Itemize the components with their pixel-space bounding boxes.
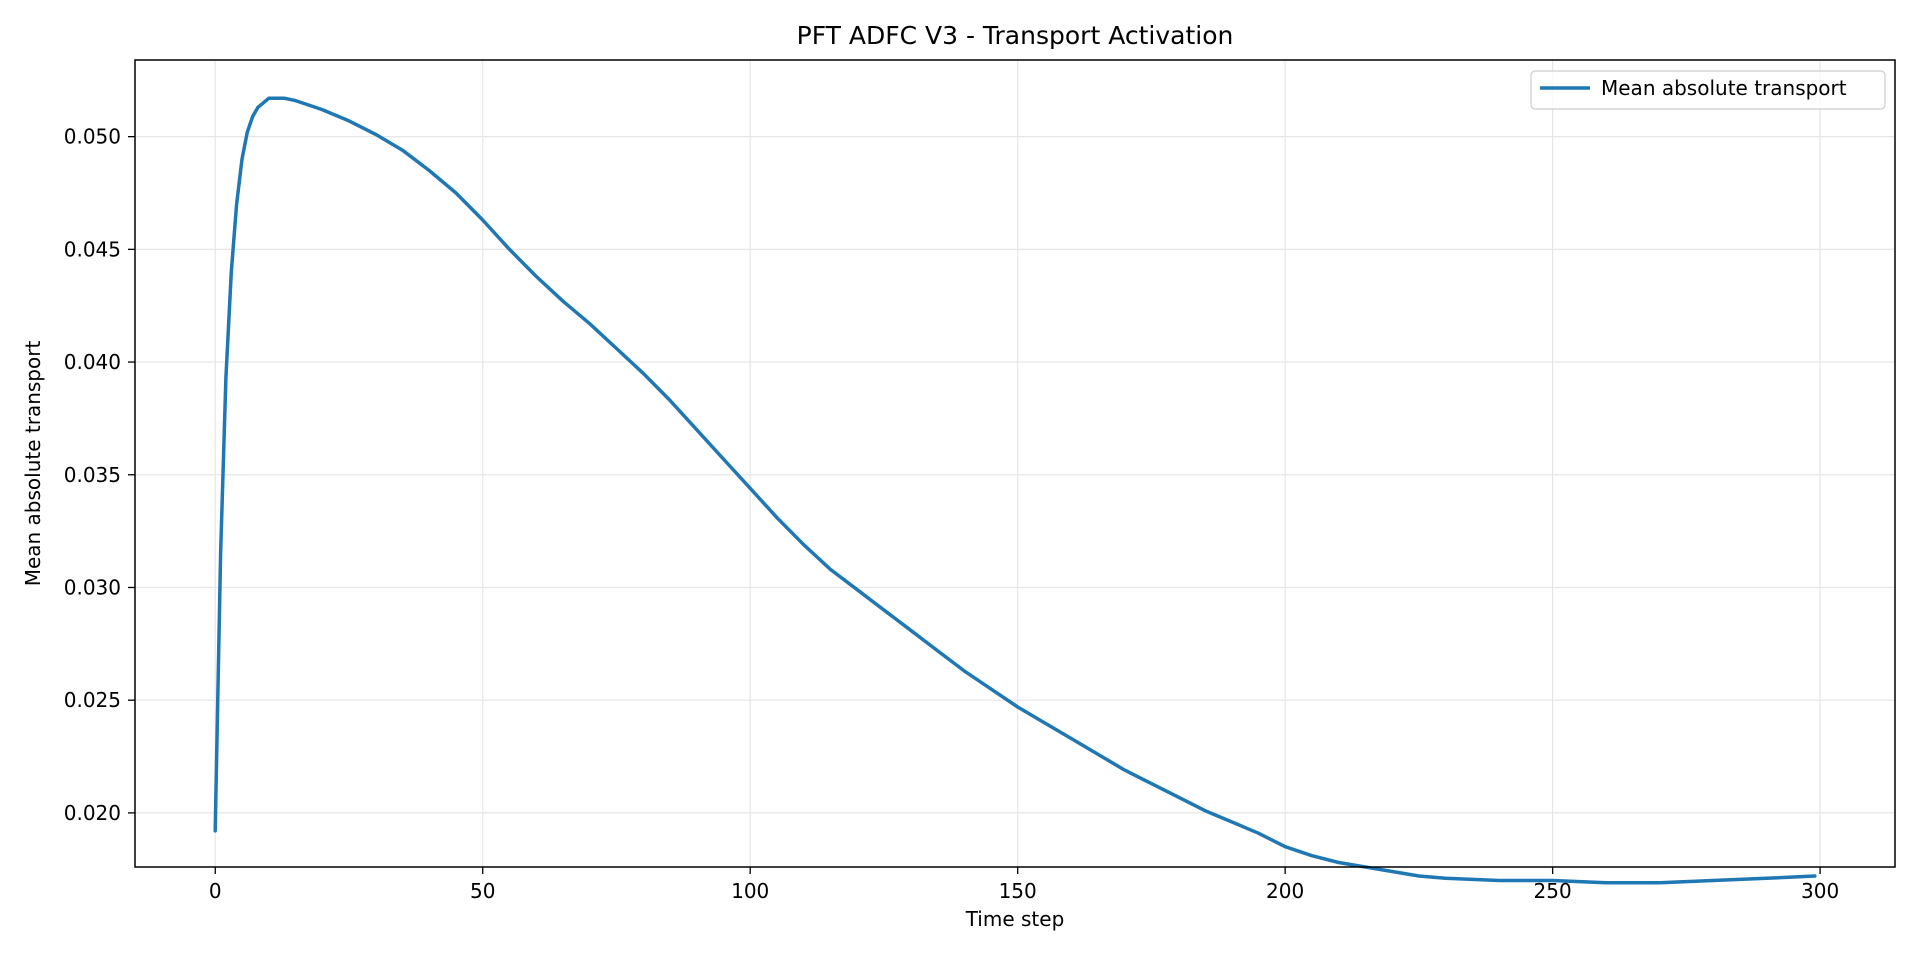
x-tick-label: 0 — [209, 879, 222, 903]
x-tick-label: 50 — [470, 879, 495, 903]
series-layer — [213, 96, 1817, 885]
x-axis: 0 50 100 150 200 250 300 — [209, 867, 1839, 903]
plot-frame — [134, 59, 1896, 868]
y-tick-label: 0.050 — [64, 125, 121, 149]
y-tick-label: 0.040 — [64, 350, 121, 374]
series-line-mean-absolute-transport — [213, 96, 1817, 885]
x-tick-label: 250 — [1534, 879, 1572, 903]
y-axis: 0.020 0.025 0.030 0.035 0.040 0.045 0.050 — [64, 125, 135, 825]
y-tick-label: 0.030 — [64, 575, 121, 599]
x-tick-label: 150 — [999, 879, 1037, 903]
x-tick-label: 200 — [1266, 879, 1304, 903]
x-tick-label: 100 — [731, 879, 769, 903]
y-axis-title: Mean absolute transport — [21, 341, 45, 587]
grid — [135, 60, 1895, 867]
x-tick-label: 300 — [1801, 879, 1839, 903]
y-tick-label: 0.025 — [64, 688, 121, 712]
y-tick-label: 0.035 — [64, 463, 121, 487]
legend: Mean absolute transport — [1530, 70, 1886, 110]
legend-box — [1530, 70, 1886, 110]
chart-title: PFT ADFC V3 - Transport Activation — [797, 21, 1234, 50]
y-tick-label: 0.045 — [64, 237, 121, 261]
y-tick-label: 0.020 — [64, 801, 121, 825]
legend-label: Mean absolute transport — [1601, 76, 1847, 100]
x-axis-title: Time step — [965, 907, 1065, 931]
